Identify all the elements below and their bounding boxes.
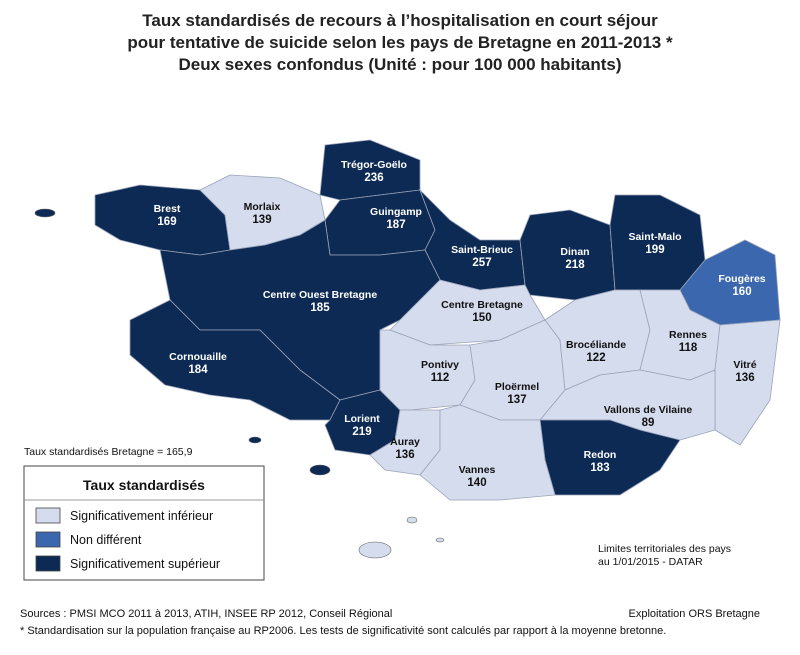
region-value: 236 bbox=[364, 172, 383, 184]
region-name: Vallons de Vilaine bbox=[604, 404, 693, 416]
average-note: Taux standardisés Bretagne = 165,9 bbox=[24, 446, 193, 458]
region-value: 150 bbox=[472, 312, 491, 324]
region-value: 118 bbox=[679, 342, 698, 354]
legend-label: Significativement supérieur bbox=[70, 557, 220, 571]
region-value: 199 bbox=[645, 244, 664, 256]
region bbox=[419, 404, 556, 501]
region-value: 137 bbox=[507, 394, 526, 406]
title: Taux standardisés de recours à l’hospita… bbox=[142, 11, 658, 30]
title: Deux sexes confondus (Unité : pour 100 0… bbox=[178, 55, 621, 74]
region-value: 136 bbox=[395, 449, 414, 461]
region-name: Rennes bbox=[669, 329, 707, 341]
region-value: 218 bbox=[565, 259, 585, 271]
region-name: Guingamp bbox=[370, 206, 422, 218]
region-name: Saint-Malo bbox=[628, 231, 681, 243]
region-name: Pontivy bbox=[421, 359, 459, 371]
sources: Sources : PMSI MCO 2011 à 2013, ATIH, IN… bbox=[20, 608, 392, 620]
region-name: Vitré bbox=[733, 359, 756, 371]
region-name: Brest bbox=[154, 203, 181, 215]
region-value: 169 bbox=[157, 216, 176, 228]
region-value: 139 bbox=[252, 214, 271, 226]
regions bbox=[94, 139, 781, 501]
region-name: Centre Ouest Bretagne bbox=[263, 289, 378, 301]
region-name: Morlaix bbox=[244, 201, 281, 213]
region-value: 183 bbox=[590, 462, 609, 474]
legend-swatch bbox=[35, 555, 61, 572]
region-value: 219 bbox=[352, 426, 371, 438]
legend-items: Significativement inférieur Non différent… bbox=[35, 507, 220, 572]
region-name: Lorient bbox=[344, 413, 380, 425]
region-value: 160 bbox=[732, 286, 751, 298]
limits-note: au 1/01/2015 - DATAR bbox=[598, 556, 703, 568]
legend: Taux standardisés Significativement infé… bbox=[23, 465, 265, 581]
legend-label: Significativement inférieur bbox=[70, 509, 213, 523]
region-value: 187 bbox=[386, 219, 405, 231]
region-name: Auray bbox=[390, 436, 420, 448]
region-value: 122 bbox=[586, 352, 605, 364]
title: pour tentative de suicide selon les pays… bbox=[127, 33, 673, 52]
region-name: Ploërmel bbox=[495, 381, 539, 393]
region-value: 89 bbox=[642, 417, 655, 429]
region-name: Redon bbox=[584, 449, 617, 461]
exploitation: Exploitation ORS Bretagne bbox=[629, 608, 760, 620]
region-name: Dinan bbox=[560, 246, 589, 258]
region-name: Cornouaille bbox=[169, 351, 227, 363]
region-value: 112 bbox=[431, 372, 450, 384]
islands bbox=[34, 208, 445, 559]
legend-swatch bbox=[35, 531, 61, 548]
region-value: 185 bbox=[310, 302, 330, 314]
footnote: * Standardisation sur la population fran… bbox=[20, 625, 666, 637]
legend-swatch bbox=[35, 507, 61, 524]
region-name: Centre Bretagne bbox=[441, 299, 523, 311]
region-value: 136 bbox=[735, 372, 754, 384]
region-name: Trégor-Goëlo bbox=[341, 159, 407, 171]
region bbox=[324, 189, 436, 256]
legend-box bbox=[23, 465, 265, 581]
region-name: Fougères bbox=[718, 273, 765, 285]
limits-note: Limites territoriales des pays bbox=[598, 543, 731, 555]
region-name: Saint-Brieuc bbox=[451, 244, 513, 256]
region-name: Vannes bbox=[459, 464, 496, 476]
region-value: 184 bbox=[188, 364, 208, 376]
legend-title: Taux standardisés bbox=[83, 477, 205, 493]
region-value: 140 bbox=[467, 477, 486, 489]
legend-label: Non différent bbox=[70, 533, 142, 547]
region-value: 257 bbox=[472, 257, 491, 269]
region-name: Brocéliande bbox=[566, 339, 626, 351]
